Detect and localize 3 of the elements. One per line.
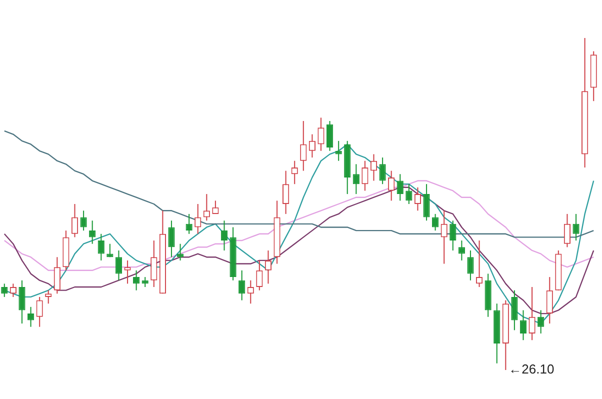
candlestick	[220, 220, 228, 250]
candlestick	[370, 154, 378, 181]
annotation: ←26.10	[508, 362, 554, 377]
